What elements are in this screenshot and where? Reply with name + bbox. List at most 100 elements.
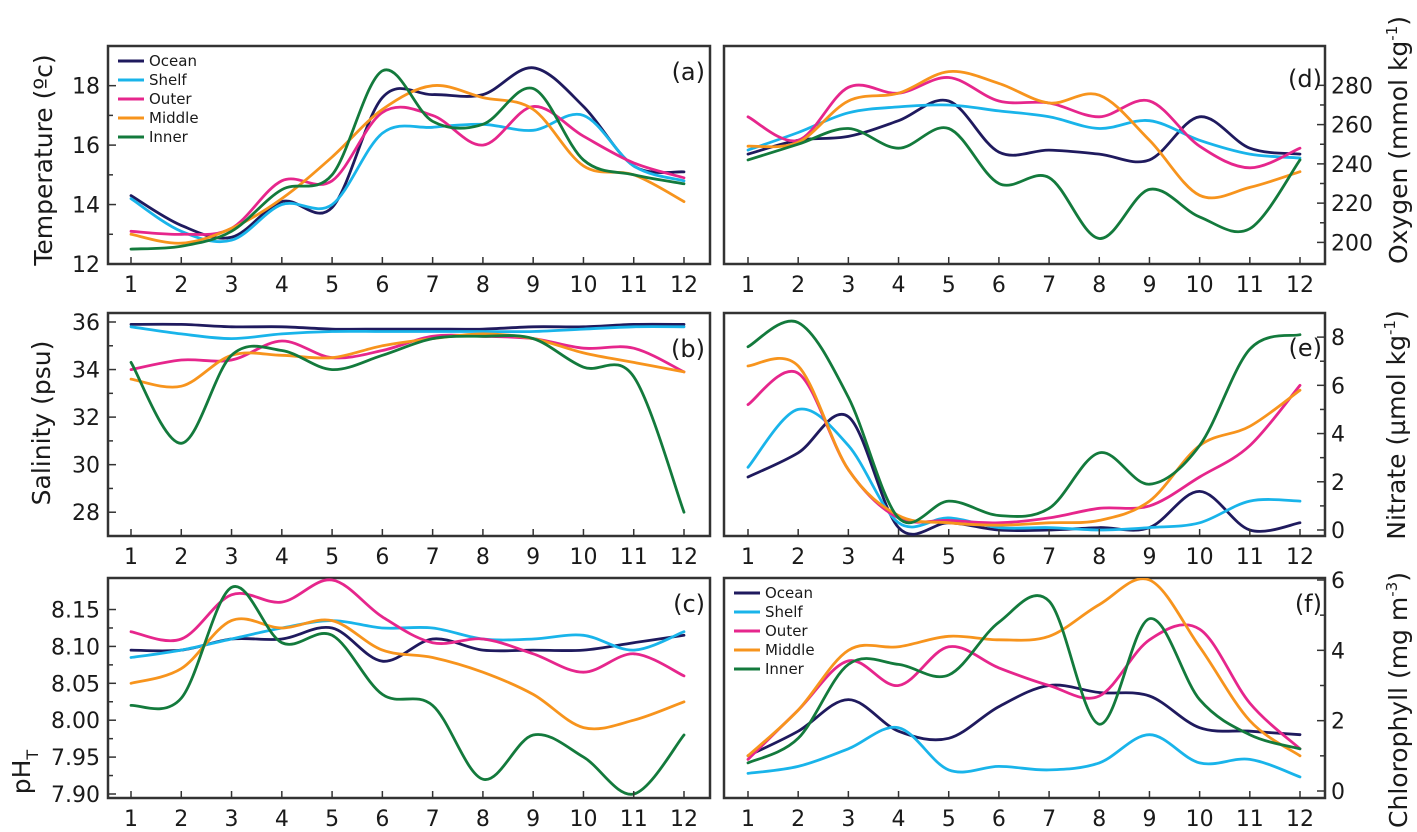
legend-label-outer: Outer xyxy=(149,90,192,108)
x-tick-label: 4 xyxy=(892,807,906,832)
x-tick-label: 1 xyxy=(741,273,755,298)
panel-e-y-ticks: 0 2 4 6 8 xyxy=(1317,326,1345,544)
panel-f-y-axis-label: Chlorophyll (mg m-3) xyxy=(1383,572,1413,828)
x-tick-label: 12 xyxy=(670,273,698,298)
y-tick-label: 8.15 xyxy=(51,599,100,624)
series-line-outer xyxy=(746,76,1302,170)
legend-label-middle: Middle xyxy=(765,641,815,659)
series-line-ocean xyxy=(129,66,686,240)
x-tick-label: 3 xyxy=(841,807,855,832)
panel-f-label: (f) xyxy=(1295,590,1322,618)
panel-d-y-axis-label: Oxygen (mmol kg-1) xyxy=(1383,16,1413,264)
panel-f-ylabel-suffix: ) xyxy=(1384,572,1413,582)
y-tick-label: 8.00 xyxy=(51,709,100,734)
y-tick-label: 240 xyxy=(1331,153,1373,178)
series-line-inner xyxy=(129,68,686,251)
x-tick-label: 12 xyxy=(670,545,698,570)
x-tick-label: 5 xyxy=(325,273,339,298)
x-tick-label: 11 xyxy=(1236,807,1264,832)
y-tick-label: 280 xyxy=(1331,74,1373,99)
x-tick-label: 3 xyxy=(225,545,239,570)
x-tick-label: 10 xyxy=(1186,273,1214,298)
y-tick-label: 2 xyxy=(1331,710,1345,735)
y-tick-label: 30 xyxy=(72,454,100,479)
panel-f-lines xyxy=(746,578,1302,779)
panel-f-x-ticks: 1 2 3 4 5 6 7 8 9 10 11 12 xyxy=(741,791,1314,832)
series-line-ocean xyxy=(129,322,686,331)
x-tick-label: 4 xyxy=(275,273,289,298)
panel-b-frame xyxy=(106,311,712,538)
x-tick-label: 8 xyxy=(1092,807,1106,832)
series-line-middle xyxy=(746,578,1302,758)
panel-c-y-ticks: 7.90 7.95 8.00 8.05 8.10 8.15 xyxy=(51,599,116,808)
panel-c-lines xyxy=(129,578,686,796)
x-tick-label: 6 xyxy=(375,807,389,832)
panel-d-y-ticks: 200 220 240 260 280 xyxy=(1317,74,1373,256)
panel-c-frame xyxy=(106,576,712,800)
x-tick-label: 1 xyxy=(124,545,138,570)
x-tick-label: 10 xyxy=(1186,807,1214,832)
x-tick-label: 7 xyxy=(1042,273,1056,298)
x-tick-label: 8 xyxy=(1092,545,1106,570)
y-tick-label: 7.90 xyxy=(51,783,100,808)
x-tick-label: 6 xyxy=(992,545,1006,570)
y-tick-label: 4 xyxy=(1331,639,1345,664)
y-tick-label: 32 xyxy=(72,406,100,431)
panel-e-label: (e) xyxy=(1289,334,1323,362)
x-tick-label: 6 xyxy=(992,807,1006,832)
x-tick-label: 2 xyxy=(791,807,805,832)
x-tick-label: 5 xyxy=(325,545,339,570)
x-tick-label: 9 xyxy=(526,273,540,298)
y-tick-label: 36 xyxy=(72,311,100,336)
panel-e-frame xyxy=(722,311,1327,538)
y-tick-label: 16 xyxy=(72,134,100,159)
x-tick-label: 6 xyxy=(375,273,389,298)
panel-e-ylabel-superscript: -1 xyxy=(1381,320,1399,335)
series-line-outer xyxy=(746,623,1302,761)
legend-label-shelf: Shelf xyxy=(149,71,187,89)
y-tick-label: 0 xyxy=(1331,519,1345,544)
y-tick-label: 4 xyxy=(1331,423,1345,448)
x-tick-label: 8 xyxy=(1092,273,1106,298)
panel-a-y-ticks: 12 14 16 18 xyxy=(72,75,116,278)
x-tick-label: 12 xyxy=(1286,545,1314,570)
panel-c-label: (c) xyxy=(673,590,705,618)
x-tick-label: 8 xyxy=(476,807,490,832)
x-tick-label: 2 xyxy=(174,273,188,298)
panel-b-y-axis-label: Salinity (psu) xyxy=(27,341,56,506)
panel-d-frame xyxy=(722,44,1327,266)
x-tick-label: 10 xyxy=(569,545,597,570)
series-line-shelf xyxy=(129,325,686,340)
x-tick-label: 4 xyxy=(275,545,289,570)
x-tick-label: 11 xyxy=(620,273,648,298)
legend-label-inner: Inner xyxy=(765,660,805,678)
series-line-ocean xyxy=(746,98,1302,164)
series-line-inner xyxy=(129,334,686,514)
series-line-inner xyxy=(746,319,1302,525)
x-tick-label: 1 xyxy=(124,807,138,832)
x-tick-label: 2 xyxy=(174,807,188,832)
panel-d-lines xyxy=(746,70,1302,240)
panel-f-ylabel-superscript: -3 xyxy=(1383,582,1401,597)
x-tick-label: 11 xyxy=(1236,273,1264,298)
series-line-ocean xyxy=(746,683,1302,758)
x-tick-label: 7 xyxy=(1042,545,1056,570)
y-tick-label: 14 xyxy=(72,194,100,219)
panel-b-y-ticks: 28 30 32 34 36 xyxy=(72,311,116,526)
series-line-outer xyxy=(129,578,686,678)
panel-e-x-ticks: 1 2 3 4 5 6 7 8 9 10 11 12 xyxy=(741,529,1314,570)
x-tick-label: 9 xyxy=(526,807,540,832)
panel-f-ylabel-main: Chlorophyll (mg m xyxy=(1384,597,1413,828)
panel-d-label: (d) xyxy=(1288,65,1322,93)
panel-f-y-ticks: 0 2 4 6 xyxy=(1317,569,1345,805)
x-tick-label: 4 xyxy=(892,273,906,298)
x-tick-label: 6 xyxy=(375,545,389,570)
series-line-shelf xyxy=(746,103,1302,160)
x-tick-label: 5 xyxy=(942,273,956,298)
y-tick-label: 34 xyxy=(72,359,100,384)
series-line-middle xyxy=(129,332,686,389)
y-tick-label: 7.95 xyxy=(51,746,100,771)
x-tick-label: 7 xyxy=(426,273,440,298)
